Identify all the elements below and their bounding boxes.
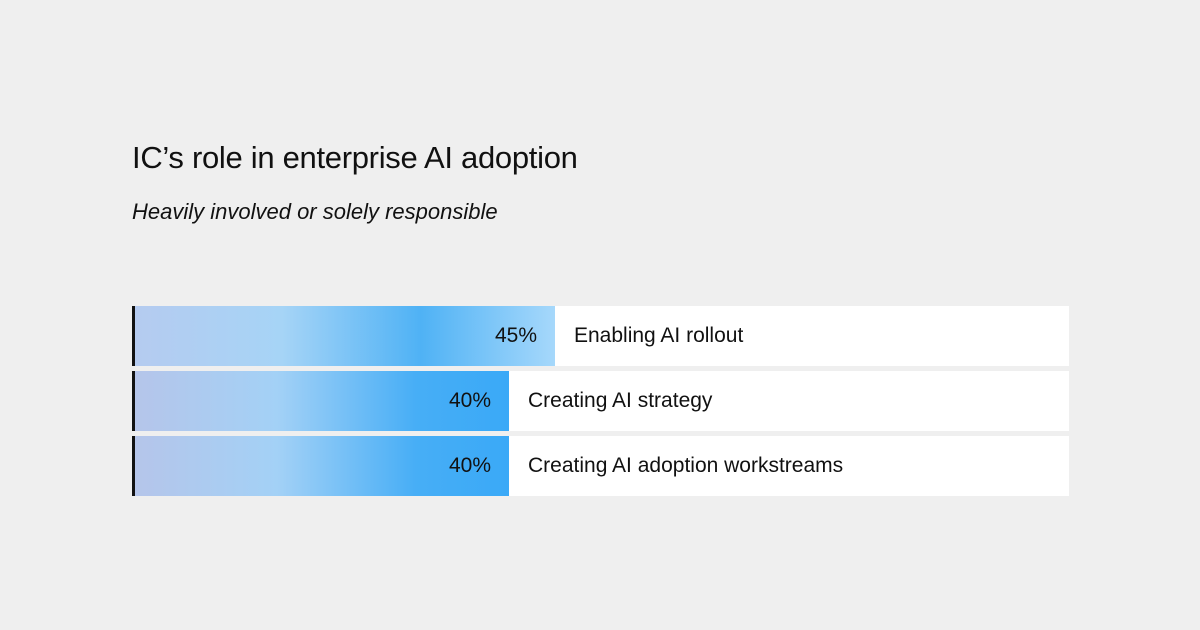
bar-category-label: Creating AI adoption workstreams (528, 454, 844, 477)
bar-row: 45% Enabling AI rollout (132, 306, 1069, 366)
bar-row: 40% Creating AI strategy (132, 371, 1069, 431)
bar-value-label: 40% (448, 454, 491, 477)
bar-value-label: 40% (448, 389, 491, 412)
chart-subtitle: Heavily involved or solely responsible (132, 199, 498, 224)
bar-chart: 45% Enabling AI rollout 40% Creating AI str… (132, 306, 1069, 501)
bar-category-label: Enabling AI rollout (574, 324, 744, 347)
bar (135, 306, 555, 366)
bar (135, 371, 509, 431)
bar (135, 436, 509, 496)
bar-value-label: 45% (494, 324, 537, 347)
bar-category-label: Creating AI strategy (528, 389, 713, 412)
bar-row: 40% Creating AI adoption workstreams (132, 436, 1069, 496)
chart-title: IC’s role in enterprise AI adoption (132, 140, 578, 175)
